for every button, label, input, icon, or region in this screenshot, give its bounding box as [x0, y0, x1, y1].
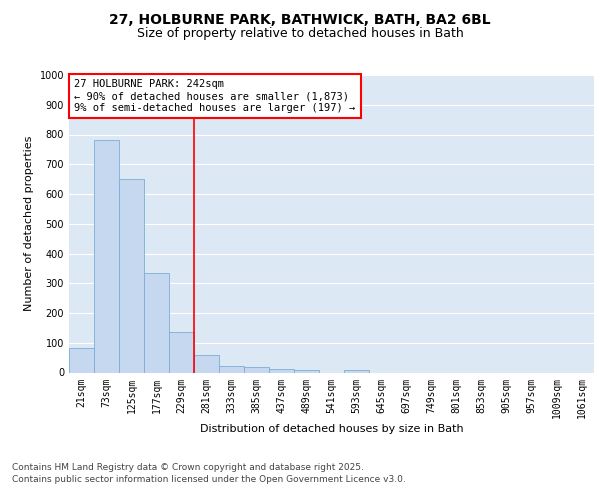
Bar	[119, 179, 144, 372]
Bar	[69, 348, 94, 372]
Bar	[294, 370, 319, 372]
Bar	[269, 368, 294, 372]
Bar	[94, 140, 119, 372]
Y-axis label: Number of detached properties: Number of detached properties	[24, 136, 34, 312]
Text: Size of property relative to detached houses in Bath: Size of property relative to detached ho…	[137, 28, 463, 40]
X-axis label: Distribution of detached houses by size in Bath: Distribution of detached houses by size …	[200, 424, 463, 434]
Text: 27 HOLBURNE PARK: 242sqm
← 90% of detached houses are smaller (1,873)
9% of semi: 27 HOLBURNE PARK: 242sqm ← 90% of detach…	[74, 80, 355, 112]
Bar	[194, 354, 219, 372]
Bar	[244, 367, 269, 372]
Bar	[169, 332, 194, 372]
Text: Contains public sector information licensed under the Open Government Licence v3: Contains public sector information licen…	[12, 475, 406, 484]
Bar	[219, 366, 244, 372]
Text: Contains HM Land Registry data © Crown copyright and database right 2025.: Contains HM Land Registry data © Crown c…	[12, 462, 364, 471]
Bar	[144, 273, 169, 372]
Text: 27, HOLBURNE PARK, BATHWICK, BATH, BA2 6BL: 27, HOLBURNE PARK, BATHWICK, BATH, BA2 6…	[109, 12, 491, 26]
Bar	[344, 370, 369, 372]
